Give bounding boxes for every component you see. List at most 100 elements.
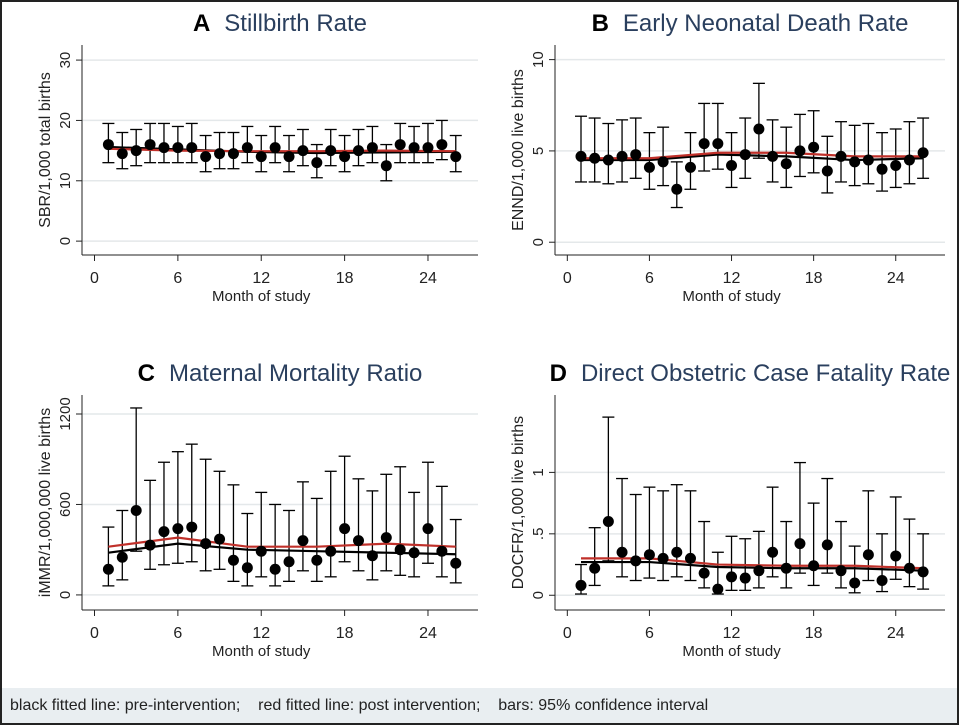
point — [643, 161, 655, 173]
point — [616, 150, 628, 162]
point — [684, 161, 696, 173]
point — [862, 154, 874, 166]
point — [726, 571, 738, 583]
panel-letter: A — [193, 10, 210, 37]
point — [297, 145, 309, 157]
x-tick-label: 0 — [90, 270, 99, 287]
point — [394, 544, 406, 556]
point — [684, 552, 696, 564]
point — [186, 142, 198, 154]
point — [144, 539, 156, 551]
x-tick-label: 6 — [645, 625, 654, 642]
point — [353, 535, 365, 547]
point — [366, 550, 378, 562]
x-tick-label: 24 — [887, 625, 905, 642]
point — [753, 565, 765, 577]
point — [903, 154, 915, 166]
point — [200, 538, 212, 550]
point — [283, 151, 295, 163]
y-tick-label: 0 — [57, 237, 74, 245]
point — [835, 150, 847, 162]
point — [753, 123, 765, 135]
point — [794, 145, 806, 157]
point — [698, 567, 710, 579]
point — [311, 157, 323, 169]
point — [241, 142, 253, 154]
y-tick-label: 0 — [530, 238, 547, 246]
point — [450, 151, 462, 163]
point — [671, 546, 683, 558]
point — [657, 156, 669, 168]
point — [767, 150, 779, 162]
panel-title-text: Stillbirth Rate — [224, 10, 367, 37]
y-tick-label: 0 — [57, 591, 74, 599]
point — [808, 560, 820, 572]
y-tick-label: .5 — [530, 528, 547, 541]
point — [186, 521, 198, 533]
point — [862, 549, 874, 561]
x-axis-label: Month of study — [212, 288, 311, 305]
point — [767, 546, 779, 558]
point — [794, 538, 806, 550]
point — [408, 142, 420, 154]
y-tick-label: 20 — [57, 112, 74, 129]
y-tick-label: 600 — [57, 492, 74, 517]
point — [241, 562, 253, 574]
panel-title-text: Maternal Mortality Ratio — [169, 360, 422, 387]
point — [876, 163, 888, 175]
point — [436, 139, 448, 151]
point — [436, 545, 448, 557]
point — [849, 577, 861, 589]
panel-title: B​Early Neonatal Death Rate — [592, 10, 909, 37]
point — [380, 160, 392, 172]
y-tick-label: 30 — [57, 52, 74, 69]
panel-title-text: Direct Obstetric Case Fatality Rate — [581, 360, 950, 387]
point — [726, 160, 738, 172]
panel-title: C​Maternal Mortality Ratio — [138, 360, 423, 387]
point — [630, 149, 642, 161]
x-axis-label: Month of study — [212, 643, 311, 660]
x-tick-label: 0 — [563, 625, 572, 642]
point — [450, 557, 462, 569]
point — [821, 165, 833, 177]
y-tick-label: 1200 — [57, 397, 74, 430]
point — [575, 579, 587, 591]
point — [616, 546, 628, 558]
x-tick-label: 12 — [723, 270, 741, 287]
point — [214, 148, 226, 160]
y-tick-label: 5 — [530, 147, 547, 155]
y-tick-label: 10 — [530, 51, 547, 68]
caption-band — [2, 688, 957, 723]
point — [130, 145, 142, 157]
x-tick-label: 24 — [419, 625, 437, 642]
point — [144, 139, 156, 151]
y-axis-label: SBR/1,000 total births — [37, 72, 54, 228]
point — [739, 572, 751, 584]
x-tick-label: 0 — [90, 625, 99, 642]
point — [630, 555, 642, 567]
point — [643, 549, 655, 561]
x-tick-label: 12 — [252, 270, 270, 287]
point — [339, 151, 351, 163]
x-tick-label: 6 — [173, 625, 182, 642]
panel-letter: B — [592, 10, 609, 37]
point — [214, 533, 226, 545]
x-tick-label: 6 — [173, 270, 182, 287]
point — [227, 148, 239, 160]
point — [849, 156, 861, 168]
point — [255, 151, 267, 163]
x-tick-label: 24 — [887, 270, 905, 287]
point — [903, 562, 915, 574]
point — [116, 148, 128, 160]
point — [890, 550, 902, 562]
x-tick-label: 0 — [563, 270, 572, 287]
caption: black fitted line: pre-intervention; red… — [10, 697, 708, 714]
point — [780, 158, 792, 170]
y-tick-label: 0 — [530, 591, 547, 599]
point — [325, 145, 337, 157]
y-axis-label: DOCFR/1,000 live births — [510, 416, 527, 589]
point — [311, 554, 323, 566]
x-tick-label: 12 — [723, 625, 741, 642]
y-tick-label: 10 — [57, 172, 74, 189]
